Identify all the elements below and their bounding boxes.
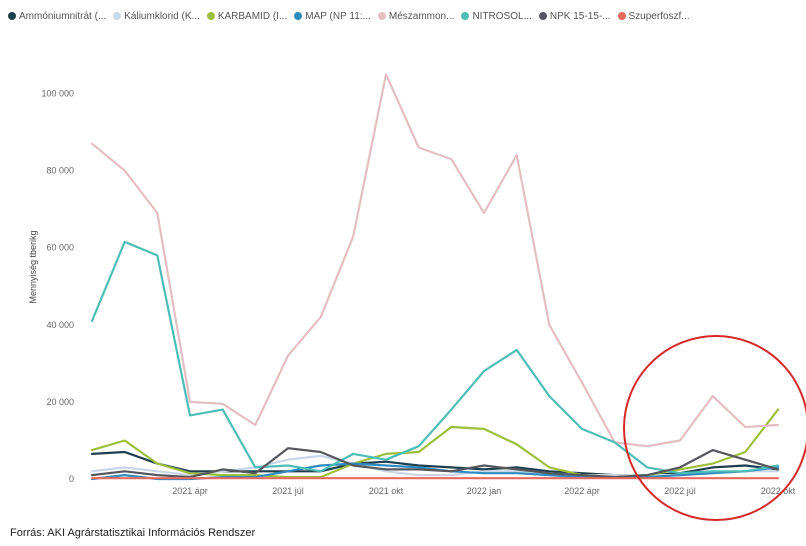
y-tick-label: 40 000 bbox=[46, 320, 74, 330]
source-note: Forrás: AKI Agrárstatisztikai Információ… bbox=[10, 527, 256, 539]
legend-label: Mészammon... bbox=[388, 10, 455, 22]
legend-item[interactable]: NITROSOL... bbox=[461, 10, 532, 22]
legend-label: KARBAMID (I... bbox=[217, 10, 288, 22]
legend-label: Szuperfoszf... bbox=[628, 10, 690, 22]
legend-marker bbox=[461, 12, 470, 20]
legend-item[interactable]: KARBAMID (I... bbox=[206, 10, 288, 22]
x-tick-label: 2022 okt bbox=[761, 486, 796, 496]
legend-label: NPK 15-15-... bbox=[549, 10, 611, 22]
legend-item[interactable]: NPK 15-15-... bbox=[538, 10, 611, 22]
series-line[interactable] bbox=[90, 73, 780, 448]
x-tick-label: 2022 júl bbox=[664, 486, 696, 496]
y-tick-label: 80 000 bbox=[46, 166, 74, 176]
legend-item[interactable]: Ammóniumnitrát (... bbox=[8, 11, 106, 22]
x-tick-label: 2021 okt bbox=[369, 486, 404, 496]
x-tick-label: 2022 ápr bbox=[564, 486, 600, 496]
y-axis-title: Mennyiség tberikg bbox=[28, 230, 38, 303]
legend-marker bbox=[206, 12, 215, 20]
legend-marker bbox=[113, 12, 122, 20]
legend-marker bbox=[617, 12, 626, 20]
legend-marker bbox=[538, 12, 547, 20]
y-tick-label: 0 bbox=[69, 474, 74, 484]
series-line[interactable] bbox=[90, 447, 780, 479]
legend-item[interactable]: Mészammon... bbox=[377, 10, 455, 22]
highlight-circle bbox=[623, 335, 806, 521]
x-tick-label: 2022 jan bbox=[467, 486, 502, 496]
legend-item[interactable]: MAP (NP 11:... bbox=[294, 11, 371, 22]
x-tick-label: 2021 júl bbox=[272, 486, 304, 496]
y-tick-label: 20 000 bbox=[46, 397, 74, 407]
legend-item[interactable]: Káliumklorid (K... bbox=[113, 11, 200, 22]
legend-item[interactable]: Szuperfoszf... bbox=[617, 10, 690, 22]
y-tick-label: 100 000 bbox=[41, 89, 74, 99]
x-tick-label: 2021 ápr bbox=[172, 486, 208, 496]
legend-marker bbox=[294, 12, 303, 20]
y-tick-label: 60 000 bbox=[46, 243, 74, 253]
legend-marker bbox=[377, 12, 386, 20]
chart-legend: Ammóniumnitrát (... Káliumklorid (K... KAR… bbox=[8, 6, 798, 26]
legend-label: Ammóniumnitrát (... bbox=[19, 10, 107, 22]
legend-label: Káliumklorid (K... bbox=[124, 10, 200, 22]
legend-label: NITROSOL... bbox=[472, 10, 532, 22]
legend-marker bbox=[8, 12, 16, 20]
legend-label: MAP (NP 11:... bbox=[305, 10, 371, 22]
